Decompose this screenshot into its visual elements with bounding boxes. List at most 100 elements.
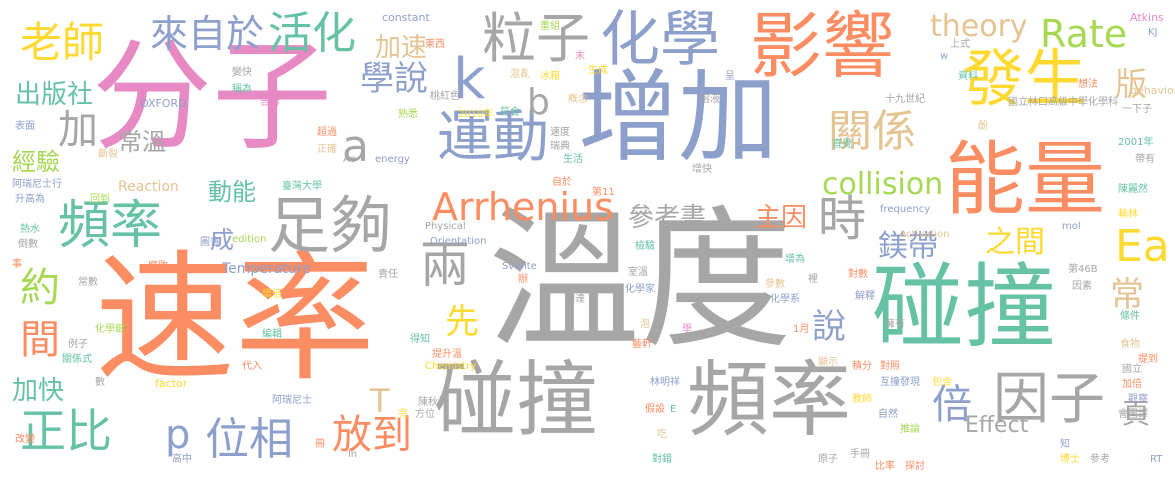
word-cheng: 成 [210, 226, 234, 254]
word-guanxi: 關係 [828, 106, 916, 157]
word-chubanshe: 出版社 [15, 80, 94, 110]
word-fubai: 腐敗 [148, 261, 168, 272]
word-meidai: 鎂帶 [878, 229, 938, 264]
word-huituyi: 會圖譯 [1118, 409, 1148, 420]
word-shi-event: 事 [12, 259, 22, 270]
word-xianshi: 顯示 [818, 357, 838, 368]
word-pinlv-grey: 頻率 [687, 353, 852, 448]
word-1month: 1月 [793, 324, 810, 335]
word-a: a [342, 121, 369, 172]
word-mo: 末 [575, 51, 585, 62]
word-ziyu: 自於 [552, 177, 572, 188]
word-rate: Rate [1040, 12, 1128, 56]
word-theory: theory [930, 9, 1028, 44]
word-jiabei: 加倍 [1122, 379, 1142, 390]
word-fasheng: 發生 [962, 42, 1087, 115]
word-rt: RT [1150, 454, 1163, 465]
word-zhijian: 之間 [985, 225, 1045, 260]
word-sulv: 速率 [95, 238, 376, 401]
word-wan: 完 [398, 409, 408, 420]
word-yingxiang: 影響 [750, 4, 895, 88]
word-jiaoshi: 教師 [852, 394, 872, 405]
word-gaibian: 改變 [15, 434, 35, 445]
word-yixuan: 藝軒 [632, 339, 652, 350]
word-lizi2: 例子 [68, 339, 88, 350]
word-gainian: 概念 [568, 94, 588, 105]
word-weixiang: 位相 [205, 414, 293, 465]
word-huaxuejia: 化學家 [625, 284, 655, 295]
word-gaosu: 告訴 [260, 97, 280, 108]
word-faxian: 發現 [900, 377, 920, 388]
word-duicuo: 對錯 [652, 454, 672, 465]
word-constant: constant [382, 11, 430, 24]
word-yuanzi: 原子 [818, 454, 838, 465]
word-ban: 版 [1115, 65, 1148, 103]
word-p: p [165, 412, 191, 458]
word-guanxishi: 關係式 [62, 354, 92, 365]
word-zhi: 知 [1060, 439, 1070, 450]
word-sudu: 速度 [550, 127, 570, 138]
word-yongyou: 擁有 [885, 319, 905, 330]
word-fen: 酚 [978, 121, 988, 132]
word-rongye: 溶液 [700, 94, 720, 105]
word-jiakuai: 加快 [12, 376, 65, 406]
word-shangshi: 上式 [950, 39, 970, 50]
word-yue: 約 [20, 265, 60, 311]
word-laiziyu: 來自於 [150, 12, 265, 56]
word-zhuyin: 主因 [755, 203, 808, 233]
word-huaxue: 化學 [600, 5, 720, 75]
word-behavior: behavior [1130, 84, 1175, 97]
word-chuanda: 傳達 [565, 294, 585, 305]
word-zhengbi: 正比 [20, 404, 112, 458]
word-shiwu: 食物 [1120, 339, 1140, 350]
word-xiangfa: 想法 [1078, 79, 1098, 90]
word-dezhi: 得知 [410, 334, 430, 345]
word-dairu: 代入 [242, 361, 262, 372]
word-wendu: 溫度 [488, 192, 792, 369]
word-xue: 學 [682, 324, 692, 335]
word-chi: 吃 [657, 429, 667, 440]
word-jiasu: 加速 [375, 33, 428, 63]
word-lizi: 粒子 [482, 7, 590, 70]
word-chengwei: 稱為 [232, 84, 252, 95]
word-reshui: 熱水 [20, 224, 40, 235]
word-jia: 加 [58, 107, 98, 153]
word-chaoguo: 超過 [317, 127, 337, 138]
word-energy: energy [375, 154, 410, 165]
word-huidao: 回到 [90, 194, 110, 205]
word-bingxiang: 冰箱 [540, 71, 560, 82]
word-shenghuo: 生活 [563, 154, 583, 165]
word-changwen: 常溫 [118, 128, 166, 156]
word-duanlie: 斷裂 [98, 149, 118, 160]
word-huohua: 活化 [268, 8, 356, 59]
word-daiyou: 帶有 [1135, 154, 1155, 165]
word-shuxi: 熟悉 [398, 109, 418, 120]
word-huaxuejian: 化學鍵 [95, 324, 125, 335]
word-jifen: 積分 [852, 361, 872, 372]
word-huzhuang: 互撞 [880, 377, 900, 388]
word-duishu: 對數 [848, 269, 868, 280]
word-chang: 常 [1110, 275, 1144, 315]
word-oxford: OXFORD [140, 97, 187, 110]
word-xueshuo: 學說 [360, 59, 428, 99]
word-shuo: 說 [812, 307, 846, 347]
word-frequency: frequency [880, 204, 931, 215]
word-w: w [940, 51, 949, 62]
word-zugou: 足夠 [268, 189, 393, 262]
word-e: E [670, 404, 677, 415]
word-laoshi: 老師 [20, 18, 105, 67]
word-activation: activation [900, 229, 950, 240]
word-taida: 臺灣大學 [282, 181, 322, 192]
word-mol: mol [1062, 221, 1081, 232]
word-b: b [527, 82, 550, 123]
word-ln: ln [348, 449, 358, 460]
word-arrhenius: Arrhenius [432, 185, 614, 229]
word-pao: 泡 [640, 319, 650, 330]
word-ban2: 辦 [518, 274, 528, 285]
word-tidao: 提到 [1138, 354, 1158, 365]
word-gaozhong: 高中 [172, 454, 192, 465]
word-fuhe: 符合 [500, 107, 520, 118]
word-dongxi: 東西 [425, 39, 445, 50]
word-cankaoshu: 參考書 [628, 203, 707, 233]
